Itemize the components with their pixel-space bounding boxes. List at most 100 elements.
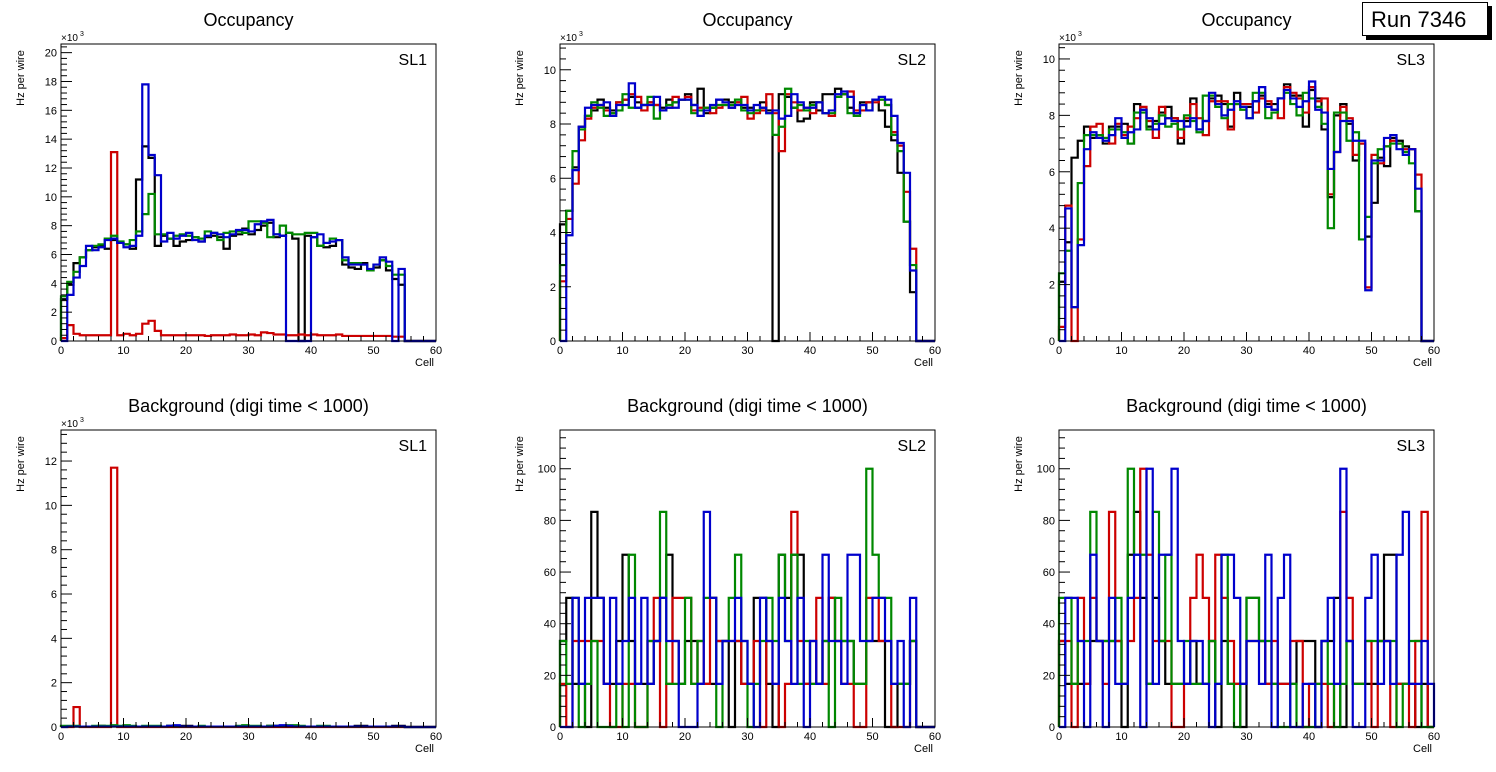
y-tick-label: 100 (538, 464, 556, 476)
x-tick-label: 10 (117, 345, 129, 357)
y-tick-label: 2 (51, 307, 57, 319)
y-tick-label: 6 (51, 589, 57, 601)
x-tick-label: 20 (679, 345, 691, 357)
y-tick-label: 80 (544, 515, 556, 527)
run-label-box: Run 7346 (1362, 2, 1488, 36)
x-tick-label: 30 (741, 345, 753, 357)
superlayer-label: SL3 (1397, 52, 1426, 69)
y-tick-label: 12 (45, 163, 57, 175)
panel-title: Occupancy (203, 10, 293, 30)
x-tick-label: 60 (929, 345, 941, 357)
y-multiplier-exponent: 3 (80, 31, 84, 38)
histogram-panel-1: Occupancy 0 10 20 30 40 50 60 0 2 4 6 8 10 12 14 16 18 20 ×… (15, 10, 442, 369)
histogram-panel-5: Background (digi time < 1000) 0 10 20 30 40 50… (514, 396, 941, 755)
y-axis-label: Hz per wire (1013, 50, 1025, 106)
x-tick-label: 50 (367, 345, 379, 357)
x-tick-label: 30 (242, 345, 254, 357)
y-tick-label: 14 (45, 134, 57, 146)
x-tick-label: 60 (430, 731, 442, 743)
y-tick-label: 10 (1043, 54, 1055, 66)
superlayer-label: SL2 (898, 52, 927, 69)
y-tick-label: 40 (544, 619, 556, 631)
x-tick-label: 0 (557, 345, 563, 357)
y-multiplier-label: ×10 (61, 33, 78, 44)
y-tick-label: 100 (1037, 464, 1055, 476)
x-tick-label: 40 (1303, 731, 1315, 743)
x-tick-label: 10 (117, 731, 129, 743)
x-tick-label: 60 (1428, 731, 1440, 743)
x-tick-label: 10 (616, 731, 628, 743)
x-tick-label: 0 (58, 731, 64, 743)
y-tick-label: 12 (45, 456, 57, 468)
y-tick-label: 16 (45, 105, 57, 117)
x-tick-label: 30 (741, 731, 753, 743)
y-multiplier-exponent: 3 (579, 31, 583, 38)
x-tick-label: 40 (804, 731, 816, 743)
y-axis-label: Hz per wire (514, 50, 526, 106)
y-tick-label: 20 (45, 48, 57, 60)
y-tick-label: 20 (544, 670, 556, 682)
superlayer-label: SL1 (399, 438, 428, 455)
x-tick-label: 0 (1056, 345, 1062, 357)
y-tick-label: 2 (51, 678, 57, 690)
x-tick-label: 40 (804, 345, 816, 357)
y-tick-label: 0 (51, 722, 57, 734)
x-tick-label: 40 (1303, 345, 1315, 357)
x-tick-label: 60 (430, 345, 442, 357)
panel-title: Occupancy (702, 10, 792, 30)
x-tick-label: 20 (1178, 731, 1190, 743)
y-tick-label: 60 (544, 567, 556, 579)
run-label: Run 7346 (1371, 7, 1467, 32)
series-blue (560, 82, 935, 343)
x-axis-label: Cell (415, 743, 434, 755)
y-multiplier-exponent: 3 (80, 417, 84, 424)
y-multiplier-exponent: 3 (1078, 31, 1082, 38)
y-tick-label: 4 (51, 633, 57, 645)
y-axis-label: Hz per wire (1013, 436, 1025, 492)
x-tick-label: 20 (1178, 345, 1190, 357)
x-tick-label: 50 (866, 731, 878, 743)
y-tick-label: 8 (51, 221, 57, 233)
y-axis-label: Hz per wire (15, 50, 27, 106)
x-tick-label: 50 (1365, 345, 1377, 357)
x-tick-label: 20 (679, 731, 691, 743)
series-green (558, 87, 935, 343)
x-tick-label: 20 (180, 731, 192, 743)
panel-title: Background (digi time < 1000) (128, 396, 369, 416)
series-blue (560, 510, 935, 729)
x-tick-label: 0 (1056, 731, 1062, 743)
series-blue (1059, 467, 1436, 729)
histogram-panel-6: Background (digi time < 1000) 0 10 20 30 40 50… (1013, 396, 1440, 755)
panel-title: Background (digi time < 1000) (627, 396, 868, 416)
y-tick-label: 2 (550, 282, 556, 294)
superlayer-label: SL2 (898, 438, 927, 455)
x-axis-label: Cell (914, 357, 933, 369)
y-axis-label: Hz per wire (514, 436, 526, 492)
x-axis-label: Cell (1413, 357, 1432, 369)
y-tick-label: 2 (1049, 280, 1055, 292)
y-tick-label: 18 (45, 76, 57, 88)
x-tick-label: 20 (180, 345, 192, 357)
x-axis-label: Cell (1413, 743, 1432, 755)
x-tick-label: 40 (305, 345, 317, 357)
y-tick-label: 40 (1043, 619, 1055, 631)
superlayer-label: SL3 (1397, 438, 1426, 455)
plot-frame (559, 43, 936, 342)
y-tick-label: 80 (1043, 515, 1055, 527)
x-tick-label: 50 (1365, 731, 1377, 743)
series-red (558, 90, 935, 343)
histogram-panel-2: Occupancy 0 10 20 30 40 50 60 0 2 4 6 8 10 ×10 3 Cell Hz … (514, 10, 941, 369)
x-tick-label: 40 (305, 731, 317, 743)
x-tick-label: 10 (1115, 731, 1127, 743)
y-tick-label: 0 (550, 336, 556, 348)
series-red (61, 466, 436, 729)
y-axis-label: Hz per wire (15, 436, 27, 492)
y-tick-label: 4 (51, 278, 57, 290)
y-tick-label: 4 (1049, 223, 1055, 235)
series-blue (1059, 80, 1434, 343)
panel-title: Occupancy (1201, 10, 1291, 30)
panel-title: Background (digi time < 1000) (1126, 396, 1367, 416)
series-black (558, 87, 935, 343)
x-axis-label: Cell (914, 743, 933, 755)
y-tick-label: 0 (1049, 722, 1055, 734)
